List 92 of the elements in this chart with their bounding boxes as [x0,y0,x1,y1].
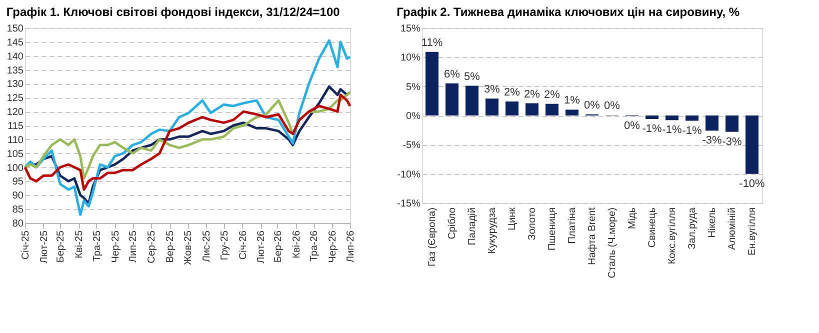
x-tick-label: Жов-25 [183,230,194,265]
y-tick-label: 110 [8,134,24,146]
x-tick-label: Чер-25 [110,230,122,263]
bar [446,83,458,116]
x-tick-label: Сер-25 [146,230,158,264]
y-tick-label: 85 [12,204,24,216]
data-label: 3% [484,84,500,96]
bar [646,116,658,119]
bar [506,102,518,116]
data-label: -3% [722,136,742,148]
x-tick-label: Гру-25 [219,230,230,260]
bar [746,116,758,174]
data-label: -1% [682,124,702,137]
y-tick-label: 135 [6,65,24,76]
data-label: -1% [642,123,662,135]
y-tick-label: -10% [397,169,421,180]
data-label: 2% [524,88,540,100]
x-tick-label: Пшениця [547,208,558,251]
x-tick-label: Нафта Brent [587,207,598,265]
line-series [24,39,352,216]
x-tick-label: Зал.руда [687,207,698,250]
x-tick-label: Мідь [627,208,638,230]
data-label: -10% [739,178,766,190]
x-tick-label: Кукурудза [487,207,498,254]
x-tick-label: Кві-25 [74,230,86,258]
x-tick-label: Кві-26 [291,230,302,258]
x-tick-label: Нікель [707,208,718,238]
x-tick-label: Тра-26 [309,230,320,262]
bar [566,110,578,116]
x-tick-label: Січ-25 [20,230,32,260]
y-tick-label: 15% [400,24,421,34]
x-tick-label: Січ-26 [238,230,249,260]
x-tick-label: Газ (Європа) [427,208,438,266]
y-tick-label: 95 [12,176,24,188]
y-tick-label: 80 [12,218,24,230]
bar [686,116,698,121]
x-tick-label: Ен.вугілля [747,208,758,256]
data-label: 1% [564,94,580,107]
x-tick-label: Цинк [507,206,518,230]
x-tick-label: Платіна [567,207,578,244]
data-label: 0% [624,120,640,132]
x-tick-label: Кокс.вугілля [667,208,678,264]
x-tick-label: Лют-26 [256,230,268,264]
bar [666,116,678,120]
y-tick-label: 125 [6,93,24,104]
x-tick-label: Алюміній [727,208,738,250]
bar [426,52,438,116]
x-tick-label: Лип-25 [128,230,140,263]
data-label: 5% [464,70,480,83]
y-tick-label: 100 [6,162,24,174]
y-tick-label: 140 [6,51,24,62]
data-label: 0% [584,99,600,112]
data-label: 2% [544,88,560,101]
chart-title: Графік 1. Ключові світові фондові індекси, 31/12/24=100 [6,5,340,19]
bar [486,98,498,116]
data-label: -3% [702,134,722,147]
x-tick-label: Вер-25 [165,230,176,263]
y-tick-label: -5% [402,140,421,152]
x-tick-label: Срібло [447,207,458,240]
bar [706,116,718,131]
y-tick-label: 150 [6,24,24,34]
x-tick-label: Бер-26 [272,230,284,263]
data-label: 11% [421,36,443,49]
x-tick-label: Паладій [467,208,478,246]
bar [546,104,558,116]
bar [726,116,738,132]
y-tick-label: 115 [8,121,24,132]
data-label: -1% [662,124,682,136]
y-tick-label: 120 [6,107,24,118]
chart-title: Графік 2. Тижнева динаміка ключових цін на сировину, % [396,5,740,19]
x-tick-label: Лип-26 [346,230,356,263]
bar [526,103,538,116]
data-label: 0% [604,100,620,112]
y-tick-label: 10% [400,52,421,64]
x-tick-label: Тра-25 [92,230,103,262]
y-tick-label: 130 [6,79,24,90]
y-tick-label: -15% [397,198,421,210]
y-tick-label: 105 [6,148,24,160]
y-tick-label: 5% [406,82,421,93]
x-tick-label: Лис-25 [201,230,212,262]
x-tick-label: Сталь (Ч.море) [607,208,618,278]
x-tick-label: Свинець [647,208,658,248]
y-tick-label: 0% [406,111,421,122]
x-tick-label: Бер-25 [56,230,67,263]
y-tick-label: 90 [12,190,24,202]
x-tick-label: Лют-25 [38,230,50,264]
data-label: 6% [444,68,460,80]
y-tick-label: 145 [6,37,24,48]
x-tick-label: Чер-26 [328,230,339,263]
data-label: 2% [504,86,520,98]
bar [466,86,478,116]
x-tick-label: Золото [527,207,538,240]
